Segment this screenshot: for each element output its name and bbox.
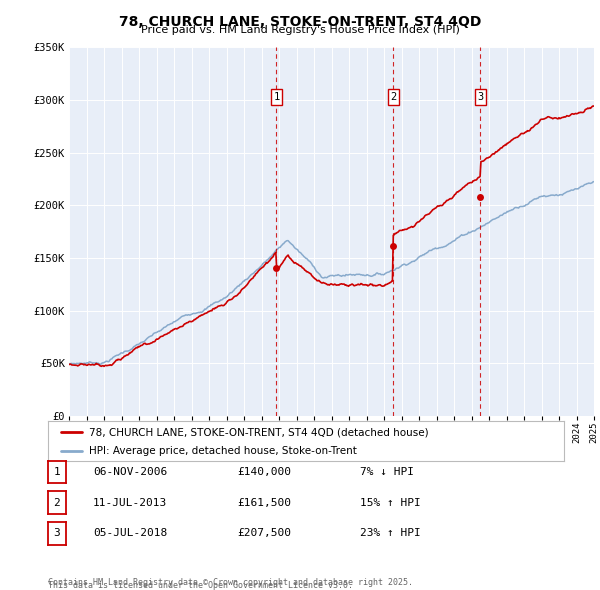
Text: £140,000: £140,000	[237, 467, 291, 477]
Text: Contains HM Land Registry data © Crown copyright and database right 2025.: Contains HM Land Registry data © Crown c…	[48, 578, 413, 587]
Text: Price paid vs. HM Land Registry's House Price Index (HPI): Price paid vs. HM Land Registry's House …	[140, 25, 460, 35]
Text: 11-JUL-2013: 11-JUL-2013	[93, 498, 167, 507]
Text: 78, CHURCH LANE, STOKE-ON-TRENT, ST4 4QD (detached house): 78, CHURCH LANE, STOKE-ON-TRENT, ST4 4QD…	[89, 427, 429, 437]
Text: 3: 3	[53, 529, 61, 538]
Text: 78, CHURCH LANE, STOKE-ON-TRENT, ST4 4QD: 78, CHURCH LANE, STOKE-ON-TRENT, ST4 4QD	[119, 15, 481, 29]
Text: 2: 2	[53, 498, 61, 507]
Text: 3: 3	[478, 92, 484, 102]
Text: HPI: Average price, detached house, Stoke-on-Trent: HPI: Average price, detached house, Stok…	[89, 445, 357, 455]
Text: £161,500: £161,500	[237, 498, 291, 507]
Text: 23% ↑ HPI: 23% ↑ HPI	[360, 529, 421, 538]
Text: £207,500: £207,500	[237, 529, 291, 538]
Text: 06-NOV-2006: 06-NOV-2006	[93, 467, 167, 477]
Text: 2: 2	[390, 92, 397, 102]
Text: 1: 1	[273, 92, 280, 102]
Text: 15% ↑ HPI: 15% ↑ HPI	[360, 498, 421, 507]
Text: 05-JUL-2018: 05-JUL-2018	[93, 529, 167, 538]
Text: 7% ↓ HPI: 7% ↓ HPI	[360, 467, 414, 477]
Text: This data is licensed under the Open Government Licence v3.0.: This data is licensed under the Open Gov…	[48, 581, 353, 590]
Text: 1: 1	[53, 467, 61, 477]
